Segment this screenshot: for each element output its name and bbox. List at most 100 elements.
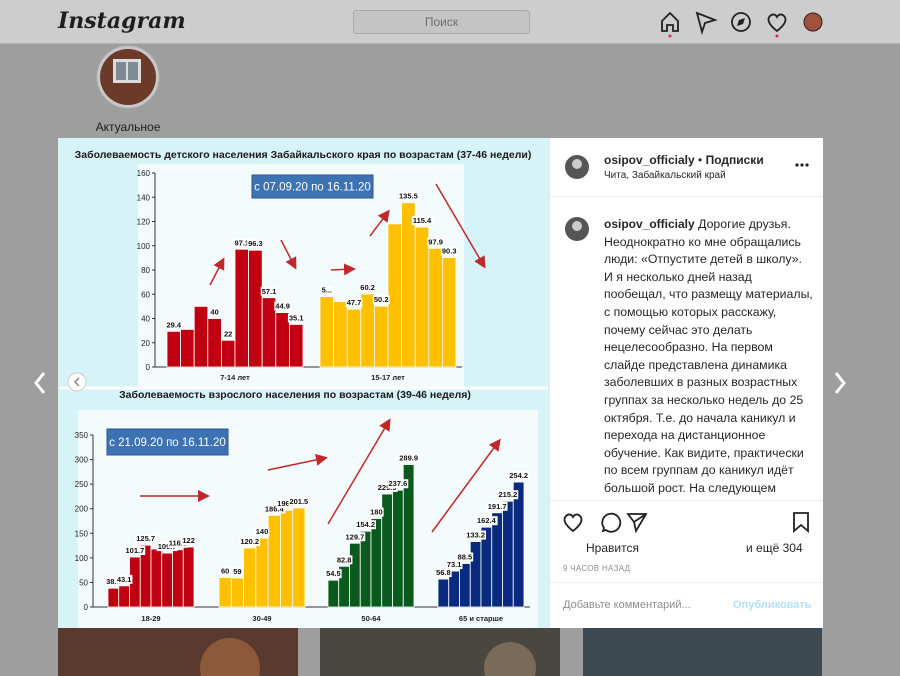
value-label-bg: [398, 453, 420, 463]
author-line: osipov_officialy • Подписки: [604, 153, 764, 167]
like-icon[interactable]: [563, 513, 583, 533]
more-icon[interactable]: [794, 162, 810, 168]
value-label-bg: [247, 239, 264, 249]
value-label: 120.2: [240, 537, 259, 546]
value-label-bg: [223, 329, 234, 339]
value-label: 96.3: [248, 239, 263, 248]
explore-icon[interactable]: [731, 12, 751, 32]
bar: [370, 518, 383, 608]
bar: [349, 542, 361, 608]
bar: [243, 547, 257, 608]
bar: [193, 305, 209, 368]
prev-arrow[interactable]: [30, 370, 50, 396]
value-label: 129.7: [345, 532, 364, 541]
bar: [402, 464, 415, 608]
publish-button[interactable]: Опубликовать: [733, 599, 812, 611]
value-label-bg: [465, 530, 487, 540]
bar: [182, 546, 195, 608]
next-arrow[interactable]: [830, 370, 850, 396]
value-label: 116.5: [169, 539, 187, 548]
share-icon[interactable]: [626, 513, 648, 534]
y-tick-label: 0: [146, 363, 151, 372]
value-label-bg: [320, 285, 334, 295]
value-label: 135.5: [399, 192, 418, 201]
value-label-bg: [445, 560, 463, 570]
value-label: 59: [233, 567, 241, 576]
caption-avatar[interactable]: [564, 216, 590, 242]
group-label: 15-17 лет: [371, 373, 405, 382]
value-label: 180: [370, 508, 383, 517]
post-time: 9 ЧАСОВ НАЗАД: [563, 564, 631, 573]
value-label-bg: [135, 534, 157, 544]
y-tick-label: 200: [75, 505, 89, 514]
value-label: 5...: [322, 286, 332, 295]
value-label: 191.7: [488, 502, 507, 511]
direct-icon[interactable]: [695, 11, 718, 36]
caption: osipov_officialy Дорогие друзья. Неоднок…: [604, 216, 814, 500]
likes-label[interactable]: Нравится: [586, 541, 639, 555]
value-label-bg: [254, 527, 270, 537]
profile-avatar[interactable]: [803, 12, 823, 32]
post-sidebar: osipov_officialy • Подписки Чита, Забайк…: [549, 138, 823, 628]
value-label-bg: [369, 507, 384, 517]
comment-icon[interactable]: [601, 512, 622, 533]
caption-author[interactable]: osipov_officialy: [604, 217, 695, 231]
bar: [373, 305, 389, 368]
value-label-bg: [124, 546, 146, 556]
separator: •: [698, 153, 703, 167]
value-label: 56.8: [436, 568, 451, 577]
chart-title: Заболеваемость взрослого населения по во…: [119, 389, 471, 401]
location[interactable]: Чита, Забайкальский край: [604, 170, 726, 181]
value-label-bg: [398, 191, 419, 201]
value-label-bg: [508, 471, 530, 481]
value-label-bg: [288, 496, 310, 506]
group-label: 18-29: [141, 614, 160, 623]
y-tick-label: 250: [75, 480, 89, 489]
carousel-prev[interactable]: [67, 372, 87, 392]
bar: [414, 226, 430, 368]
logo[interactable]: Instagram: [58, 8, 186, 34]
value-label: 109.7: [158, 542, 177, 551]
save-icon[interactable]: [793, 512, 809, 533]
y-tick-label: 300: [75, 456, 89, 465]
value-label: 237.6: [388, 479, 407, 488]
bar: [319, 296, 335, 368]
bar: [150, 548, 163, 608]
bar: [292, 507, 306, 608]
value-label: 50.2: [374, 295, 389, 304]
highlight[interactable]: [95, 44, 161, 110]
value-label: 186.4: [265, 504, 285, 513]
activity-icon[interactable]: [767, 13, 787, 33]
value-label: 140: [256, 527, 269, 536]
home-icon[interactable]: [661, 11, 679, 32]
y-tick-label: 0: [84, 603, 89, 612]
likes-more[interactable]: и ещё 304: [746, 541, 803, 555]
bar: [360, 293, 375, 368]
bar: [207, 318, 222, 368]
value-label: 196.9: [277, 499, 296, 508]
bar: [502, 500, 514, 608]
value-label: 215.2: [498, 490, 517, 499]
value-label: 125.7: [136, 534, 155, 543]
author-avatar[interactable]: [564, 154, 590, 180]
value-label-bg: [335, 555, 353, 565]
bar: [441, 257, 457, 368]
group-label: 30-49: [252, 614, 271, 623]
value-label-bg: [497, 490, 519, 500]
value-label: 122: [182, 536, 195, 545]
comment-input[interactable]: Добавьте комментарий...: [563, 599, 691, 611]
chart-title: Заболеваемость детского населения Забайк…: [75, 149, 532, 161]
author-name[interactable]: osipov_officialy: [604, 153, 695, 167]
value-label: 115.4: [413, 216, 432, 225]
search-box[interactable]: Поиск: [353, 10, 530, 34]
value-label: 40: [210, 308, 218, 317]
value-label-bg: [260, 286, 278, 296]
y-tick-label: 100: [75, 554, 89, 563]
highlight-label: Актуальное: [95, 120, 161, 134]
dot: [668, 34, 672, 38]
value-label-bg: [411, 216, 434, 226]
value-label: 47.7: [347, 298, 362, 307]
bar: [288, 324, 304, 368]
follow-status[interactable]: Подписки: [705, 153, 764, 167]
